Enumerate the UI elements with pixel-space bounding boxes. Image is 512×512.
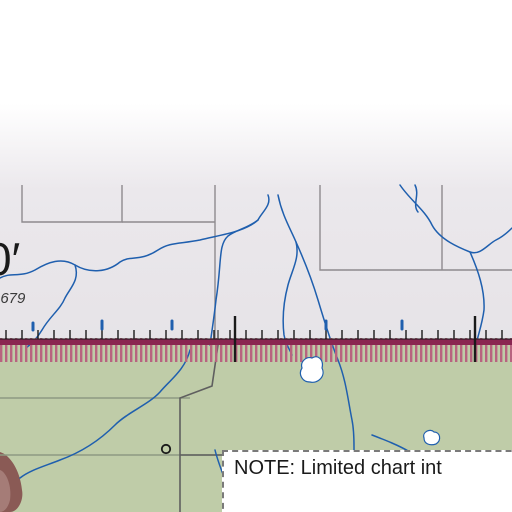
stream-crossings [31, 319, 404, 332]
section-grid [21, 185, 512, 345]
boundary-ticks [5, 316, 503, 362]
marker-circle-icon[interactable] [160, 443, 172, 455]
note-text: NOTE: Limited chart int [234, 457, 442, 479]
terrain-highlight [0, 470, 11, 512]
note-box: NOTE: Limited chart int [222, 450, 512, 512]
streams [0, 184, 512, 512]
elevation-label: 1679 [0, 290, 26, 307]
lake-icon [299, 356, 324, 383]
lake-small-icon [423, 429, 441, 446]
latitude-label: 0′ [0, 233, 21, 285]
upper-region [0, 0, 512, 345]
boundary-line [0, 339, 512, 345]
